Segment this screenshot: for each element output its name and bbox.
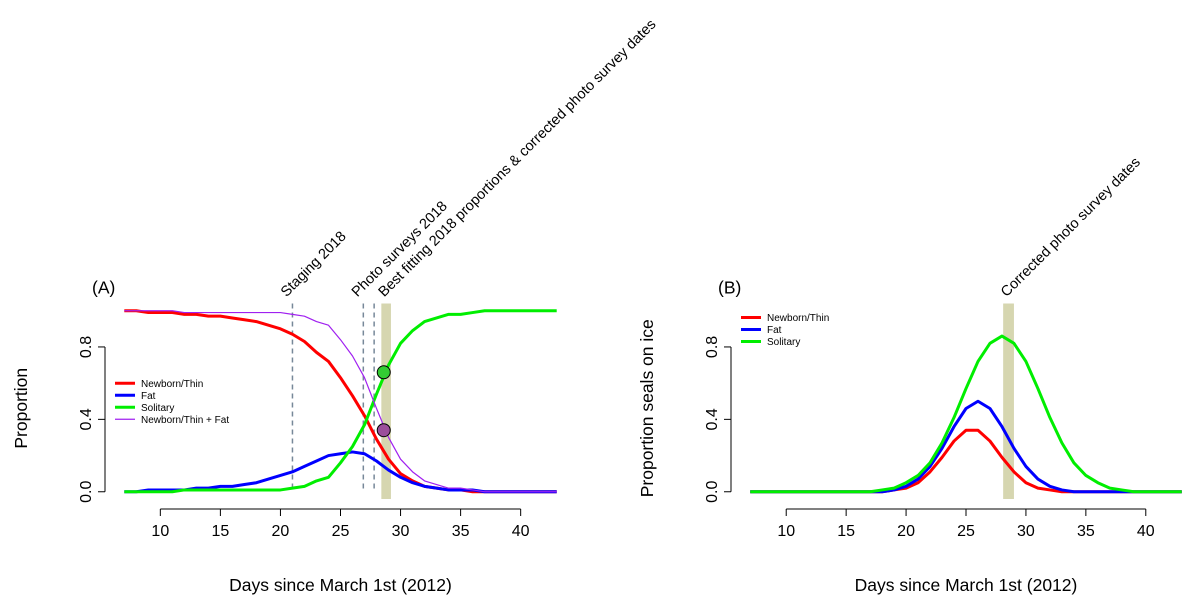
- legend-label: Solitary: [767, 337, 800, 348]
- legend-label: Newborn/Thin: [141, 379, 203, 390]
- panel-label: (A): [92, 278, 115, 298]
- panel-label: (B): [718, 278, 741, 298]
- band-label: Best fitting 2018 proportions & correcte…: [376, 17, 660, 301]
- point: [376, 365, 391, 380]
- x-tick-label: 25: [332, 523, 350, 540]
- point: [376, 423, 391, 438]
- x-tick-label: 15: [211, 523, 229, 540]
- band: [381, 303, 391, 499]
- series-line: [124, 309, 557, 494]
- band: [1003, 303, 1014, 499]
- x-tick-label: 35: [1077, 523, 1095, 540]
- series-line: [750, 428, 1182, 494]
- band-label: Corrected photo survey dates: [998, 155, 1144, 301]
- series-line: [750, 334, 1182, 494]
- y-tick-label: 0.0: [78, 481, 95, 503]
- legend-label: Newborn/Thin + Fat: [141, 415, 229, 426]
- x-tick-label: 10: [777, 523, 795, 540]
- x-tick-label: 30: [392, 523, 410, 540]
- legend-label: Solitary: [141, 403, 174, 414]
- series-line: [124, 450, 557, 494]
- series-line: [750, 399, 1182, 494]
- x-axis-label: Days since March 1st (2012): [855, 575, 1078, 595]
- y-axis-label: Proportion seals on ice: [637, 319, 657, 497]
- x-tick-label: 40: [1137, 523, 1155, 540]
- x-tick-label: 35: [452, 523, 470, 540]
- y-tick-label: 0.0: [704, 481, 721, 503]
- series-line: [124, 310, 557, 493]
- x-tick-label: 15: [837, 523, 855, 540]
- x-tick-label: 25: [957, 523, 975, 540]
- legend-label: Fat: [767, 325, 782, 336]
- x-tick-label: 20: [272, 523, 290, 540]
- legend-label: Newborn/Thin: [767, 313, 829, 324]
- x-tick-label: 20: [897, 523, 915, 540]
- y-tick-label: 0.4: [78, 408, 95, 430]
- y-tick-label: 0.8: [704, 336, 721, 358]
- y-tick-label: 0.4: [704, 408, 721, 430]
- vline-label: Staging 2018: [278, 229, 350, 301]
- legend-label: Fat: [141, 391, 156, 402]
- x-tick-label: 30: [1017, 523, 1035, 540]
- y-axis-label: Proportion: [11, 368, 31, 449]
- x-tick-label: 10: [151, 523, 169, 540]
- x-axis-label: Days since March 1st (2012): [229, 575, 452, 595]
- x-tick-label: 40: [512, 523, 530, 540]
- y-tick-label: 0.8: [78, 336, 95, 358]
